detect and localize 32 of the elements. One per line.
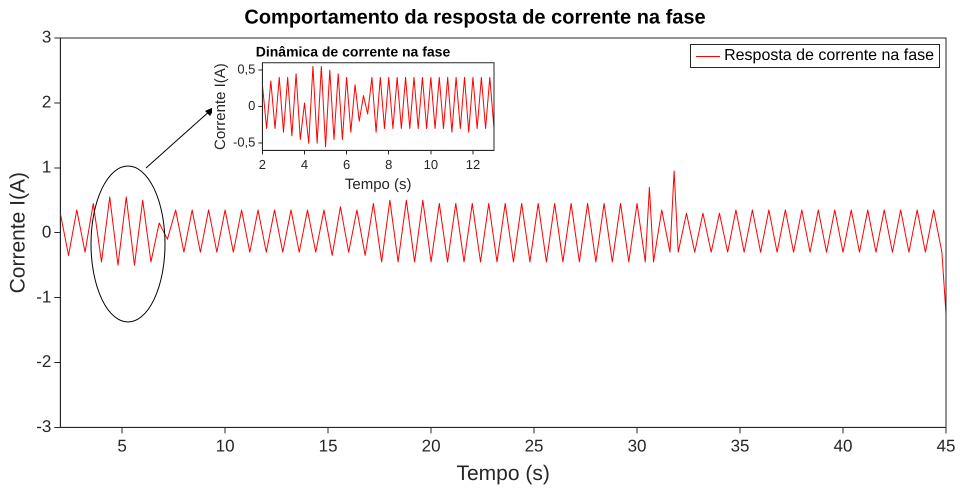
x-tick-label: 4	[300, 156, 308, 172]
y-tick-label: 1	[42, 157, 52, 176]
x-tick-label: 8	[385, 156, 392, 172]
x-tick-label: 12	[466, 156, 480, 172]
y-axis-title: Corrente I(A)	[6, 172, 30, 294]
y-tick-label: 2	[42, 92, 52, 112]
y-tick-label: -2	[36, 352, 52, 372]
y-tick-label: 3	[42, 28, 52, 47]
y-tick-label: -3	[36, 417, 52, 436]
x-tick-label: 15	[318, 436, 338, 456]
y-tick-label: 0	[42, 222, 52, 242]
x-tick-label: 5	[117, 436, 127, 456]
x-tick-label: 20	[422, 436, 441, 456]
x-tick-label: 2	[258, 156, 266, 172]
x-tick-label: 25	[524, 436, 544, 456]
x-axis-title: Tempo (s)	[344, 176, 412, 194]
y-axis-title: Corrente I(A)	[212, 63, 230, 150]
x-tick-label: 45	[936, 436, 956, 456]
x-tick-label: 40	[834, 436, 852, 456]
y-tick-label: -0,5	[232, 134, 256, 150]
x-tick-label: 10	[216, 436, 235, 456]
y-tick-label: -1	[36, 287, 52, 306]
chart-title: Comportamento da resposta de corrente na fase	[244, 6, 706, 29]
x-tick-label: 35	[730, 436, 750, 456]
y-tick-label: 0	[248, 98, 256, 114]
chart-title: Dinâmica de corrente na fase	[256, 43, 450, 60]
x-axis-title: Tempo (s)	[456, 462, 550, 486]
x-tick-label: 30	[628, 436, 646, 456]
x-tick-label: 10	[424, 156, 438, 172]
y-tick-label: 0,5	[237, 62, 256, 77]
x-tick-label: 6	[343, 156, 350, 172]
legend-label: Resposta de corrente na fase	[724, 47, 934, 65]
